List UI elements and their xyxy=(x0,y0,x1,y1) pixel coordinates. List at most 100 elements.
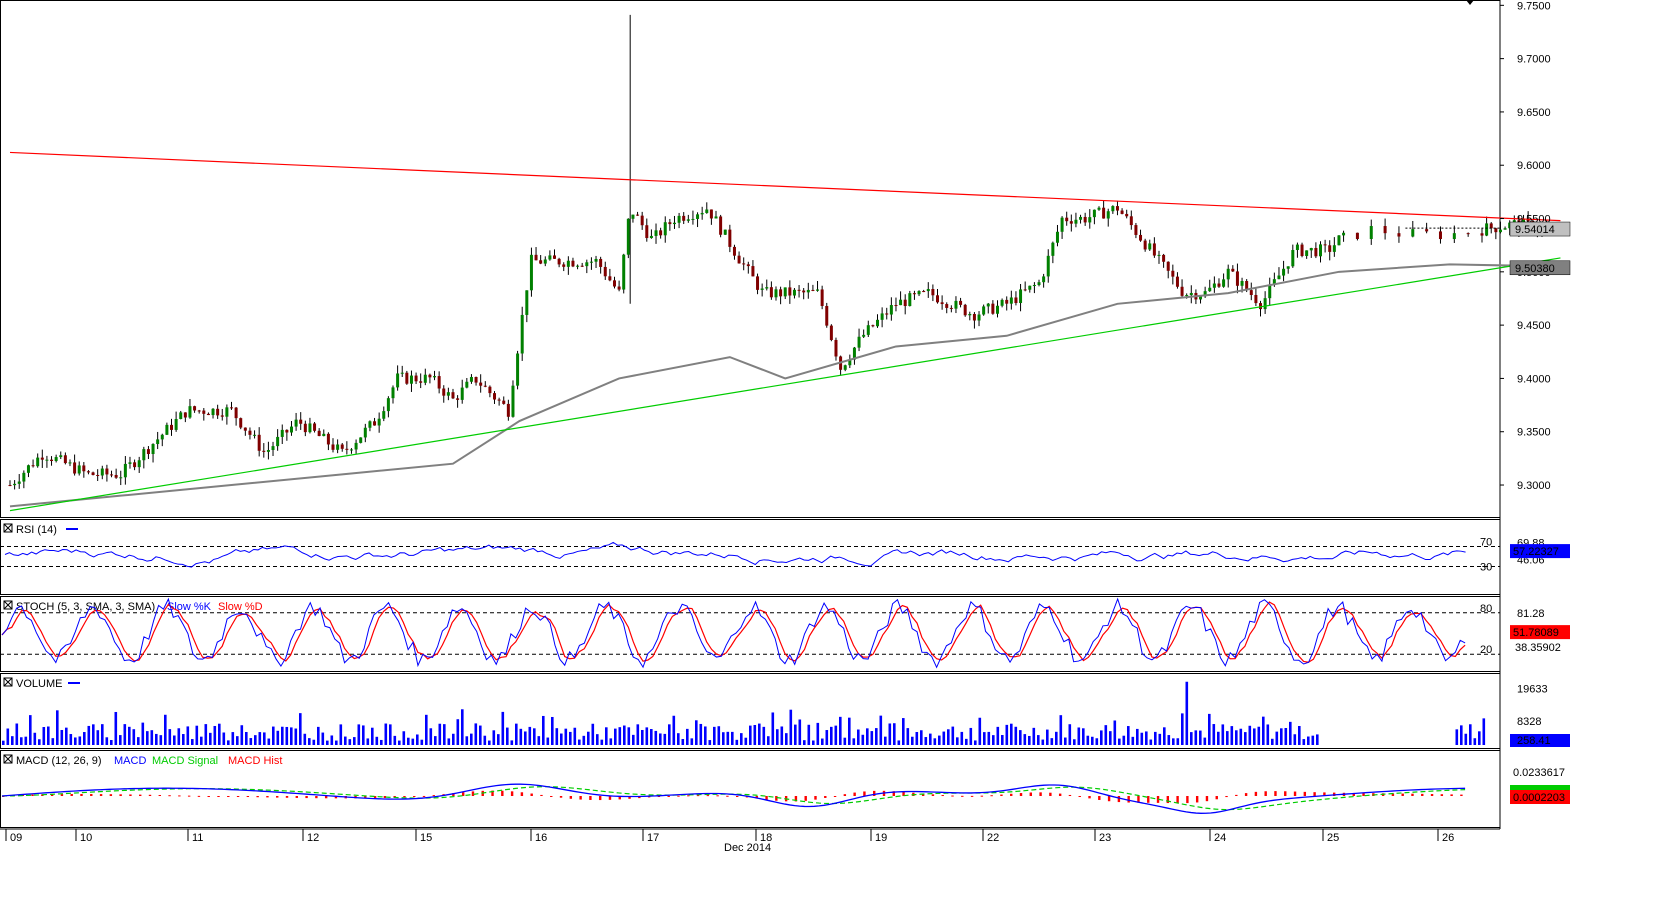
volume-bar xyxy=(236,736,239,745)
volume-title: VOLUME xyxy=(16,678,62,690)
candle-body xyxy=(1337,235,1341,246)
x-axis-month-label: Dec 2014 xyxy=(724,842,771,854)
volume-bar xyxy=(1073,739,1076,745)
candle-body xyxy=(1166,261,1170,271)
volume-bar xyxy=(65,727,68,745)
macd-hist-bar xyxy=(501,790,504,796)
candle-body xyxy=(1254,294,1258,304)
candle-body xyxy=(31,465,35,467)
candle-body xyxy=(732,246,736,256)
candle-body xyxy=(382,411,386,419)
volume-bar xyxy=(2,740,5,745)
volume-bar xyxy=(101,724,104,745)
macd-hist-bar xyxy=(608,796,612,800)
macd-signal-marker xyxy=(1510,785,1570,790)
rsi-value: 57.22327 xyxy=(1513,546,1559,558)
macd-hist-bar xyxy=(1421,793,1424,796)
macd-hist-bar xyxy=(1362,793,1365,796)
volume-bar xyxy=(767,736,770,745)
volume-bar xyxy=(141,722,145,745)
macd-hist-bar xyxy=(393,796,396,798)
candle-body xyxy=(1222,279,1226,287)
volume-bar xyxy=(1068,724,1072,745)
candle-body xyxy=(543,259,547,264)
x-tick-label: 26 xyxy=(1442,832,1454,844)
price-tick-label: 9.7500 xyxy=(1517,0,1551,12)
volume-bar xyxy=(677,733,680,745)
macd-hist-bar xyxy=(168,795,171,797)
volume-bar xyxy=(861,734,865,745)
macd-hist-bar xyxy=(1293,791,1297,796)
volume-bar xyxy=(924,737,928,745)
stoch-panel[interactable]: STOCH (5, 3, SMA, 3, SMA) Slow %K Slow %D 8… xyxy=(0,597,1570,669)
volume-bar xyxy=(51,738,55,745)
volume-bar xyxy=(105,737,109,745)
volume-bar xyxy=(821,738,824,745)
volume-bar xyxy=(1307,736,1310,745)
candle-body xyxy=(266,450,270,452)
volume-bar xyxy=(857,729,860,745)
candle-body xyxy=(243,427,247,431)
candle-body xyxy=(1023,289,1027,291)
volume-bar xyxy=(1077,727,1081,745)
candle-body xyxy=(1134,225,1138,235)
candle-body xyxy=(1139,234,1143,241)
volume-tick-low: 8328 xyxy=(1517,716,1541,728)
volume-bar xyxy=(155,733,158,745)
macd-hist-bar xyxy=(227,796,230,797)
candle-body xyxy=(45,459,49,461)
macd-hist-bar xyxy=(677,795,680,797)
volume-bar xyxy=(960,731,964,745)
candle-body xyxy=(779,289,783,297)
macd-hist-bar xyxy=(1352,792,1355,796)
x-tick-label: 22 xyxy=(987,832,999,844)
macd-legend-macd: MACD xyxy=(114,755,146,767)
volume-bar xyxy=(1163,727,1166,745)
volume-bar xyxy=(1086,735,1090,745)
x-tick-label: 24 xyxy=(1214,832,1226,844)
candle-body xyxy=(705,209,709,213)
volume-bar xyxy=(1190,732,1193,745)
volume-bar xyxy=(191,739,194,745)
volume-bar xyxy=(1455,729,1459,745)
candle-body xyxy=(211,408,215,416)
macd-hist-bar xyxy=(589,796,592,800)
volume-bar xyxy=(137,737,140,745)
macd-panel[interactable]: MACD (12, 26, 9) MACD MACD Signal MACD Hist… xyxy=(1,754,1570,814)
candle-body xyxy=(414,375,418,382)
volume-bar xyxy=(591,723,595,745)
volume-bar xyxy=(560,733,563,745)
candle-body xyxy=(1175,276,1179,287)
candle-body xyxy=(313,423,317,431)
volume-bar xyxy=(132,729,136,745)
volume-bar xyxy=(1244,732,1247,745)
volume-bar xyxy=(726,731,730,745)
support-trendline xyxy=(9,257,1561,512)
volume-bar xyxy=(1019,730,1022,745)
volume-bar xyxy=(96,730,100,745)
candle-body xyxy=(160,434,164,440)
price-panel[interactable] xyxy=(8,0,1561,512)
macd-hist-bar xyxy=(931,794,935,796)
candle-body xyxy=(1291,250,1295,267)
candle-body xyxy=(225,407,229,417)
candle-body xyxy=(1295,244,1299,251)
candle-body xyxy=(1249,290,1253,295)
volume-panel[interactable]: VOLUME 19633 8328 258.41 xyxy=(2,677,1570,747)
volume-bar xyxy=(1478,731,1481,745)
candle-body xyxy=(1148,243,1152,250)
volume-bar xyxy=(695,720,698,745)
macd-hist-bar xyxy=(550,796,553,797)
volume-bar xyxy=(1302,739,1306,745)
candle-body xyxy=(1042,276,1046,283)
volume-bar xyxy=(366,738,370,745)
candle-body xyxy=(1051,242,1055,256)
candle-body xyxy=(174,419,178,430)
volume-bar xyxy=(218,723,221,745)
candle-body xyxy=(197,410,201,412)
volume-bar xyxy=(1176,738,1180,745)
candle-body xyxy=(862,334,866,337)
volume-bar xyxy=(330,735,334,745)
